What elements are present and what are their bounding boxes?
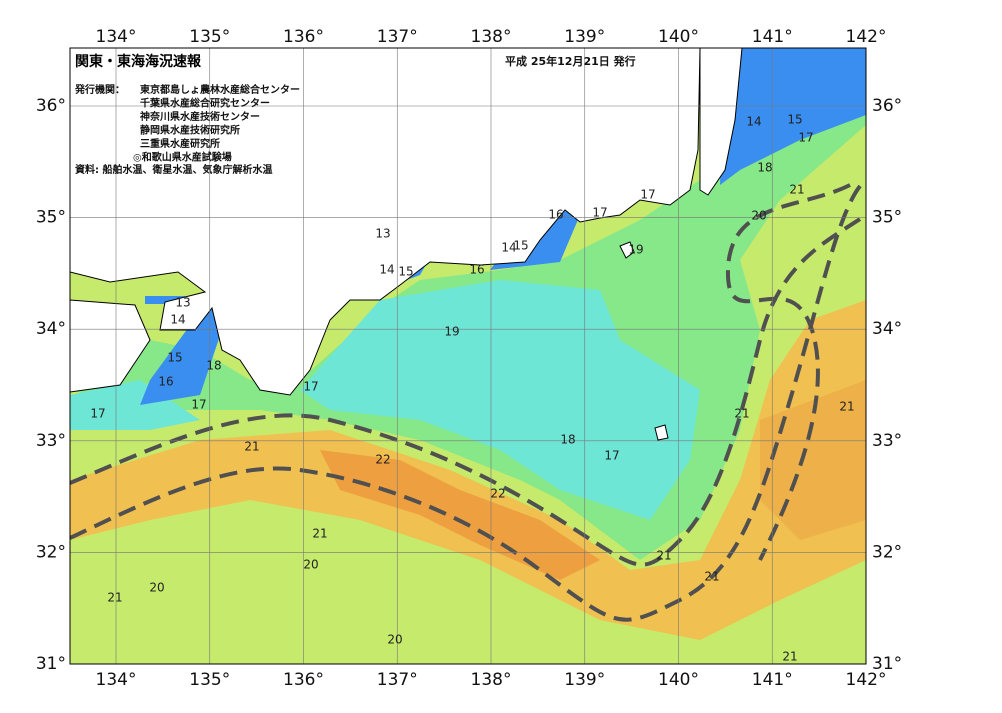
contour-label: 21 xyxy=(734,407,749,421)
contour-label: 17 xyxy=(191,398,206,412)
contour-label: 22 xyxy=(490,487,505,501)
lat-label: 31° xyxy=(872,654,902,674)
lon-label: 139° xyxy=(564,670,605,690)
contour-label: 14 xyxy=(501,241,516,255)
island xyxy=(619,241,635,259)
warmest-water xyxy=(320,450,600,580)
lon-label: 138° xyxy=(471,670,512,690)
contour-label: 14 xyxy=(170,313,185,327)
lon-label: 136° xyxy=(283,27,324,47)
contour-label: 18 xyxy=(757,161,772,175)
frame xyxy=(69,47,867,665)
lat-label: 35° xyxy=(872,208,902,228)
lat-label: 33° xyxy=(872,431,902,451)
contour-label: 15 xyxy=(787,113,802,127)
lon-label: 139° xyxy=(564,27,605,47)
lon-label: 137° xyxy=(377,27,418,47)
issuer: 静岡県水産技術研究所 xyxy=(140,124,240,137)
contour-label: 21 xyxy=(244,440,259,454)
contour-label: 17 xyxy=(592,206,607,220)
contour-label: 17 xyxy=(798,131,813,145)
issuer: ◎和歌山県水産試験場 xyxy=(133,151,232,164)
contour-label: 16 xyxy=(548,208,563,222)
land xyxy=(699,48,743,196)
lat-label: 33° xyxy=(36,431,66,451)
lat-label: 34° xyxy=(872,319,902,339)
contour-label: 15 xyxy=(167,351,182,365)
contour-label: 21 xyxy=(839,400,854,414)
current-axis xyxy=(725,183,851,561)
contour-label: 18 xyxy=(560,433,575,447)
grid xyxy=(70,48,866,664)
issuer-label: 発行機関： xyxy=(74,83,125,96)
lat-label: 34° xyxy=(36,319,66,339)
contour-label: 20 xyxy=(387,633,402,647)
contour-label: 13 xyxy=(175,296,190,310)
axis-labels: 134° 134° 135° 135° 136° 136° 137° 137° 138° 138°… xyxy=(36,27,902,690)
contour-label: 20 xyxy=(751,209,766,223)
contour-label: 19 xyxy=(444,325,459,339)
contour-label: 17 xyxy=(303,380,318,394)
cold-water xyxy=(140,298,232,405)
title: 関東・東海海況速報 xyxy=(75,53,202,70)
lon-label: 140° xyxy=(658,670,699,690)
island xyxy=(654,424,669,441)
lon-label: 137° xyxy=(377,670,418,690)
lon-label: 141° xyxy=(752,27,793,47)
contour-label: 14 xyxy=(746,115,761,129)
contour-label: 18 xyxy=(206,359,221,373)
lon-label: 135° xyxy=(189,670,230,690)
contour-label: 14 xyxy=(379,263,394,277)
issuer: 千葉県水産総合研究センター xyxy=(140,97,270,110)
lon-label: 138° xyxy=(471,27,512,47)
contour-label: 21 xyxy=(782,650,797,664)
contour-label: 16 xyxy=(469,263,484,277)
land xyxy=(70,48,701,396)
lon-label: 142° xyxy=(846,27,887,47)
issuer: 東京都島しょ農林水産総合センター xyxy=(140,83,300,96)
contour-label: 21 xyxy=(704,570,719,584)
cool-water xyxy=(70,380,200,430)
cold-water xyxy=(720,48,866,185)
land xyxy=(70,299,151,393)
cool-water xyxy=(300,280,700,520)
source: 資料: 船舶水温、衛星水温、気象庁解析水温 xyxy=(75,163,272,176)
lon-label: 134° xyxy=(96,27,137,47)
contour-label: 17 xyxy=(90,407,105,421)
contour-label: 16 xyxy=(158,375,173,389)
contour-label: 21 xyxy=(312,527,327,541)
contour-label: 21 xyxy=(789,183,804,197)
lat-label: 35° xyxy=(36,208,66,228)
issuer: 三重県水産研究所 xyxy=(140,137,220,150)
contour-label: 21 xyxy=(107,591,122,605)
lon-label: 141° xyxy=(752,670,793,690)
contour-label: 15 xyxy=(398,265,413,279)
lon-label: 140° xyxy=(658,27,699,47)
lat-label: 31° xyxy=(36,654,66,674)
issuer: 神奈川県水産技術センター xyxy=(140,110,260,123)
contour-label: 20 xyxy=(303,558,318,572)
contour-label: 22 xyxy=(375,453,390,467)
warm-water xyxy=(70,300,866,640)
lon-label: 135° xyxy=(189,27,230,47)
lon-label: 142° xyxy=(846,670,887,690)
contour-label: 19 xyxy=(628,243,643,257)
contour-label: 15 xyxy=(513,239,528,253)
contour-label: 21 xyxy=(656,549,671,563)
issue-date: 平成 25年12月21日 発行 xyxy=(505,54,636,68)
lat-label: 36° xyxy=(872,96,902,116)
lon-label: 134° xyxy=(96,670,137,690)
lat-label: 32° xyxy=(36,542,66,562)
lon-label: 136° xyxy=(283,670,324,690)
contour-label: 17 xyxy=(604,449,619,463)
contour-label: 13 xyxy=(375,227,390,241)
contour-label: 20 xyxy=(149,581,164,595)
lat-label: 32° xyxy=(872,542,902,562)
current-axis xyxy=(70,213,866,567)
lat-label: 36° xyxy=(36,96,66,116)
contour-label: 17 xyxy=(640,188,655,202)
